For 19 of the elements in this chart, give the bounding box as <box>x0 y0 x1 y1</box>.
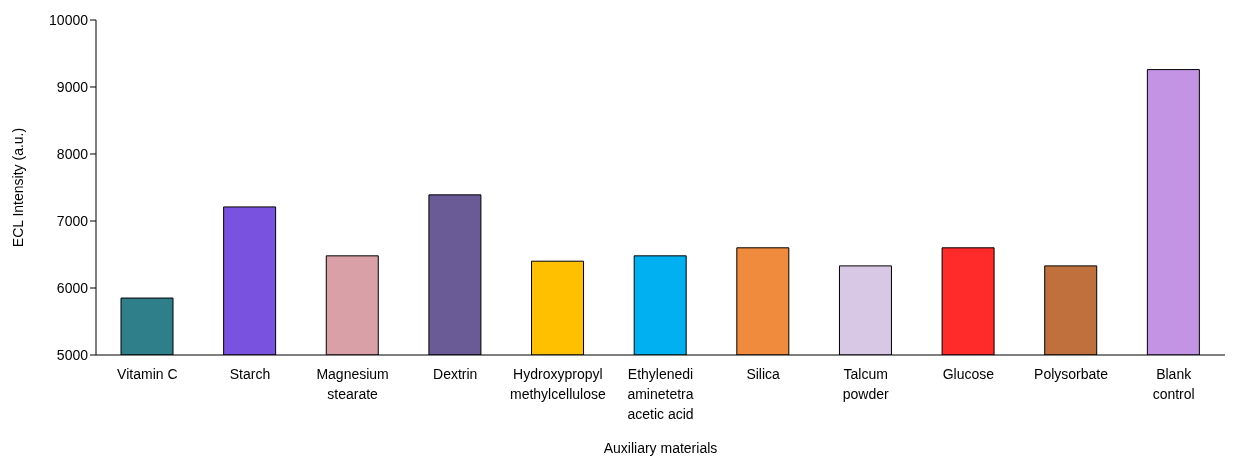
y-tick-label: 5000 <box>56 346 89 363</box>
x-tick-label: Magnesium stearate <box>316 366 389 402</box>
y-tick-label: 7000 <box>56 212 89 229</box>
x-tick-label: Ethylenedi aminetetra acetic acid <box>627 366 694 422</box>
x-tick-label: Dextrin <box>433 366 478 382</box>
y-tick-label: 6000 <box>56 279 89 296</box>
x-tick-label: Hydroxypropyl methylcellulose <box>510 366 606 402</box>
y-tick-label: 9000 <box>56 78 89 95</box>
x-axis-title: Auxiliary materials <box>603 440 718 456</box>
x-tick-label: Starch <box>229 366 271 382</box>
x-tick-label: Silica <box>746 366 781 382</box>
x-tick-label: Vitamin C <box>117 366 178 382</box>
y-tick-label: 10000 <box>49 11 89 28</box>
x-tick-label: Polysorbate <box>1034 366 1109 382</box>
x-tick-label: Talcum powder <box>842 366 890 402</box>
x-tick-label: Blank control <box>1152 366 1195 402</box>
y-axis-title: ECL Intensity (a.u.) <box>9 127 26 248</box>
x-tick-label: Glucose <box>942 366 995 382</box>
y-tick-label: 8000 <box>56 145 89 162</box>
